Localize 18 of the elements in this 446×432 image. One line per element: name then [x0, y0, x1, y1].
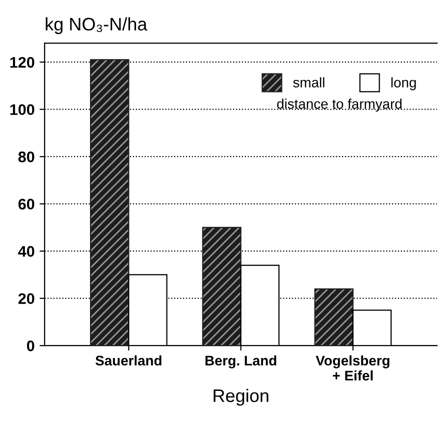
legend-label: long	[391, 77, 416, 90]
x-axis-title: Region	[214, 388, 268, 406]
legend-label: small	[293, 77, 324, 88]
legend-title: distance to farmyard	[277, 98, 402, 112]
x-tick-label: Vogelsberg + Eifel	[316, 355, 390, 381]
y-tick-label: 0	[26, 340, 34, 352]
y-tick-label: 120	[10, 56, 34, 68]
y-tick-label: 40	[18, 246, 34, 257]
y-tick-label: 80	[18, 151, 34, 162]
bar	[90, 59, 130, 346]
y-tick-label: 20	[18, 293, 34, 304]
y-tick-label: 60	[18, 198, 34, 210]
y-axis-title: kg NO₃-N/ha	[46, 17, 148, 34]
y-tick-label: 100	[10, 104, 34, 116]
x-tick-label: Sauerland	[96, 355, 162, 366]
bar	[314, 288, 354, 346]
bar	[202, 226, 242, 346]
x-tick-label: Berg. Land	[206, 355, 276, 368]
